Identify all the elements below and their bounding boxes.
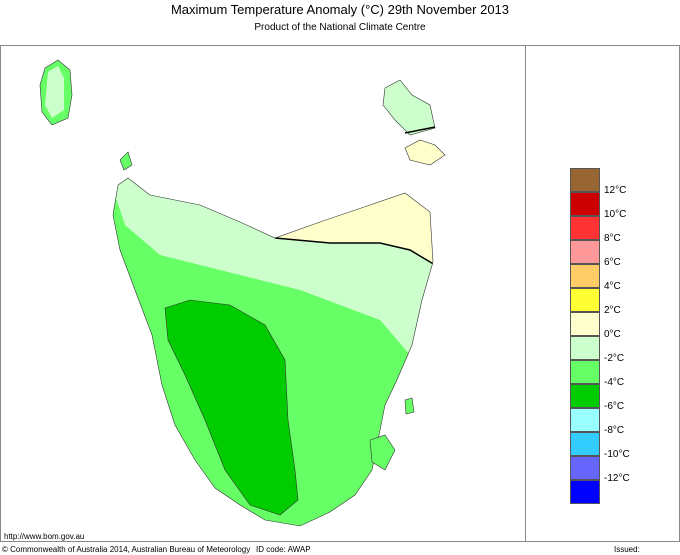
legend-label: -10°C <box>604 449 630 460</box>
issued-date: Issued: 27/02/2014 <box>614 545 654 555</box>
robbins-island <box>119 151 133 171</box>
copyright-text: © Commonwealth of Australia 2014, Austra… <box>2 545 251 554</box>
legend-label: 10°C <box>604 209 627 220</box>
legend-label: 8°C <box>604 233 621 244</box>
legend-swatch <box>570 336 600 360</box>
legend-swatch <box>570 264 600 288</box>
tasman-peninsula <box>369 434 396 471</box>
zone-minus6-to-minus4 <box>164 299 299 516</box>
legend-label: -4°C <box>604 377 625 388</box>
legend-swatch <box>570 168 600 192</box>
legend-label: 12°C <box>604 185 627 196</box>
legend-label: -8°C <box>604 425 625 436</box>
map-frame <box>0 45 526 542</box>
king-island <box>39 59 73 126</box>
legend-label: 0°C <box>604 329 621 340</box>
legend-swatch <box>570 408 600 432</box>
legend-swatch <box>570 192 600 216</box>
id-code: ID code: AWAP <box>256 545 311 554</box>
legend-swatch <box>570 216 600 240</box>
map-subtitle: Product of the National Climate Centre <box>254 22 426 33</box>
tasmania-map <box>39 59 446 527</box>
legend-label: 2°C <box>604 305 621 316</box>
maria-island <box>404 397 415 415</box>
isotherm-0 <box>274 237 433 266</box>
flinders-island <box>382 79 436 136</box>
legend-swatch <box>570 360 600 384</box>
legend-swatch <box>570 384 600 408</box>
legend-swatch <box>570 432 600 456</box>
legend-label: -12°C <box>604 473 630 484</box>
legend-swatch <box>570 480 600 504</box>
legend-swatch <box>570 288 600 312</box>
cape-barren-island <box>404 139 446 166</box>
legend-frame <box>526 45 680 542</box>
mainland-tasmania <box>113 178 433 526</box>
legend-label: 6°C <box>604 257 621 268</box>
source-url: http://www.bom.gov.au <box>4 532 85 541</box>
legend-label: -6°C <box>604 401 625 412</box>
legend-swatch <box>570 456 600 480</box>
map-title: Maximum Temperature Anomaly (°C) 29th No… <box>170 2 510 17</box>
legend-label: 4°C <box>604 281 621 292</box>
legend-swatch <box>570 312 600 336</box>
legend-label: -2°C <box>604 353 625 364</box>
legend-swatch <box>570 240 600 264</box>
